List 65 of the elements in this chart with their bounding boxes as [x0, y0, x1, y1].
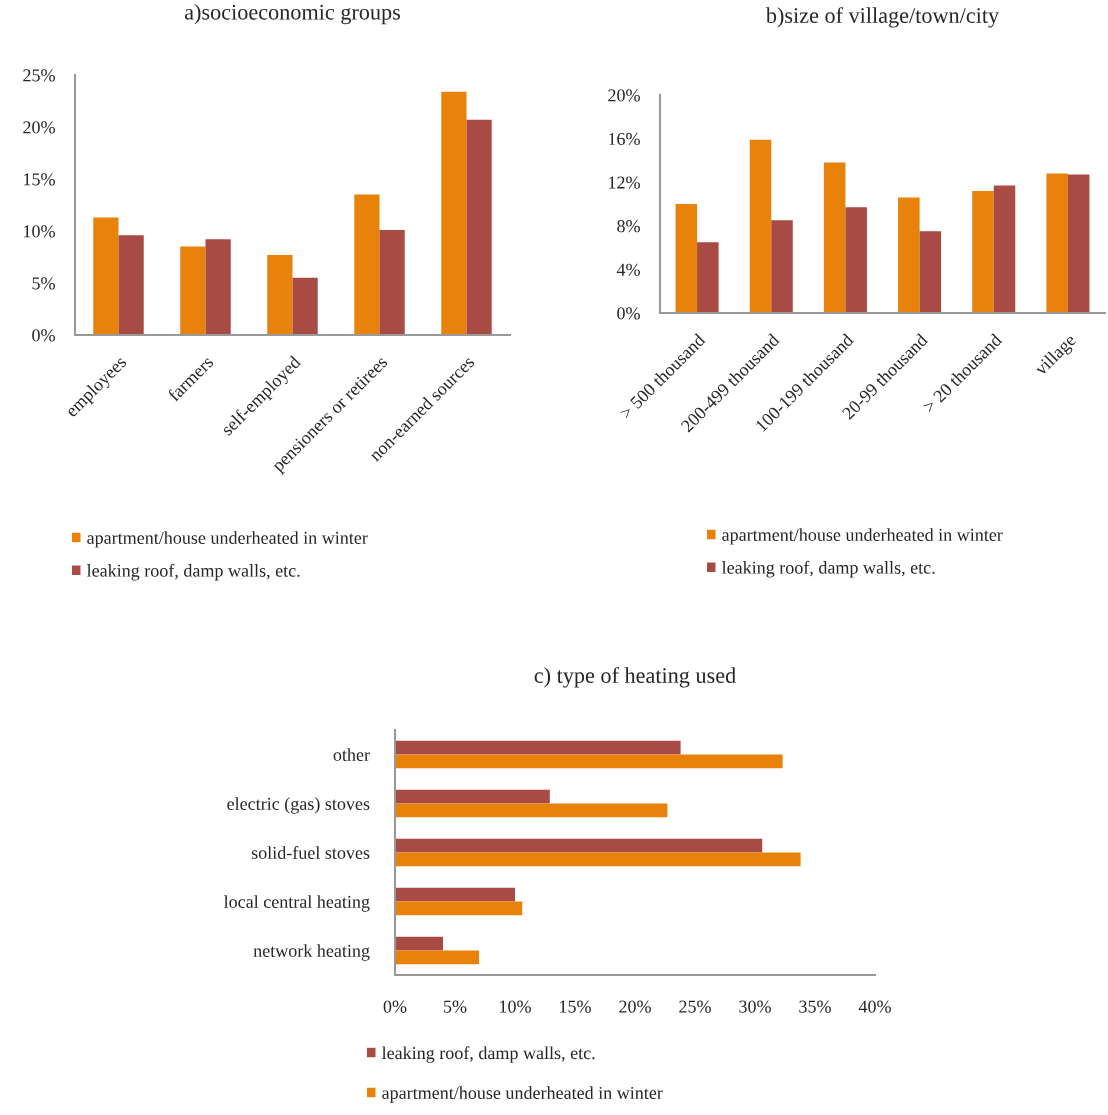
bar: [823, 162, 846, 313]
y-tick-label: 8%: [617, 220, 640, 233]
bar: [379, 229, 405, 335]
bar: [205, 239, 231, 335]
y-tick-label: electric (gas) stoves: [227, 797, 370, 814]
bar: [395, 852, 801, 867]
x-tick-label: 40%: [858, 1000, 891, 1013]
x-tick-label: 35%: [799, 1000, 831, 1013]
legend-label: apartment/house underheated in winter: [722, 528, 1003, 545]
bar: [972, 190, 994, 313]
legend-label: leaking roof, damp walls, etc.: [86, 563, 300, 581]
y-tick-label: 12%: [609, 176, 640, 189]
y-tick-label: 16%: [609, 132, 640, 146]
y-tick-label: solid-fuel stoves: [251, 846, 370, 859]
bar: [395, 740, 681, 755]
y-tick-label: network heating: [253, 944, 370, 961]
y-tick-label: 20%: [608, 89, 640, 102]
y-tick-label: 0%: [617, 307, 640, 320]
bar: [1067, 174, 1090, 313]
legend-label: leaking roof, damp walls, etc.: [721, 560, 935, 578]
legend-label: apartment/house underheated in winter: [382, 1086, 663, 1103]
x-tick-label: 15%: [560, 1000, 591, 1013]
legend-label: leaking roof, damp walls, etc.: [381, 1046, 595, 1063]
bar: [354, 194, 380, 335]
bar: [1046, 173, 1068, 313]
chart-title: b)size of village/town/city: [765, 7, 1000, 28]
bar: [697, 242, 719, 313]
bar: [441, 91, 467, 335]
bar: [93, 217, 119, 335]
bar: [845, 207, 867, 313]
bar: [267, 254, 293, 335]
y-tick-label: 5%: [32, 277, 55, 290]
y-tick-label: 20%: [23, 121, 55, 134]
bar: [395, 887, 515, 902]
y-tick-label: 25%: [23, 69, 55, 82]
y-tick-label: 4%: [616, 263, 640, 276]
bar: [749, 139, 772, 313]
bar: [292, 277, 318, 335]
bar: [395, 950, 479, 965]
y-tick-label: other: [333, 748, 370, 761]
bar: [466, 119, 492, 335]
x-tick-label: 10%: [500, 1000, 531, 1013]
y-tick-label: 10%: [24, 225, 55, 238]
x-tick-label: 25%: [679, 1000, 711, 1013]
y-tick-label: local central heating: [223, 895, 370, 912]
x-tick-label: 30%: [739, 1000, 771, 1013]
bar: [771, 220, 793, 313]
bar: [180, 246, 206, 335]
bar: [993, 185, 1016, 313]
bar: [395, 754, 783, 769]
legend-label: apartment/house underheated in winter: [87, 531, 368, 548]
bar: [395, 936, 443, 951]
bar: [118, 235, 144, 335]
bar: [675, 204, 698, 313]
chart-title: c) type of heating used: [534, 667, 736, 688]
bar: [898, 197, 920, 313]
x-tick-label: 0%: [383, 1000, 407, 1013]
bar: [395, 838, 763, 853]
chart-title: a)socioeconomic groups: [184, 4, 400, 25]
bar: [395, 901, 523, 916]
bar: [919, 231, 942, 313]
bar: [395, 803, 668, 818]
bar: [395, 789, 550, 804]
y-tick-label: 15%: [24, 173, 55, 186]
x-tick-label: 5%: [444, 1000, 467, 1013]
